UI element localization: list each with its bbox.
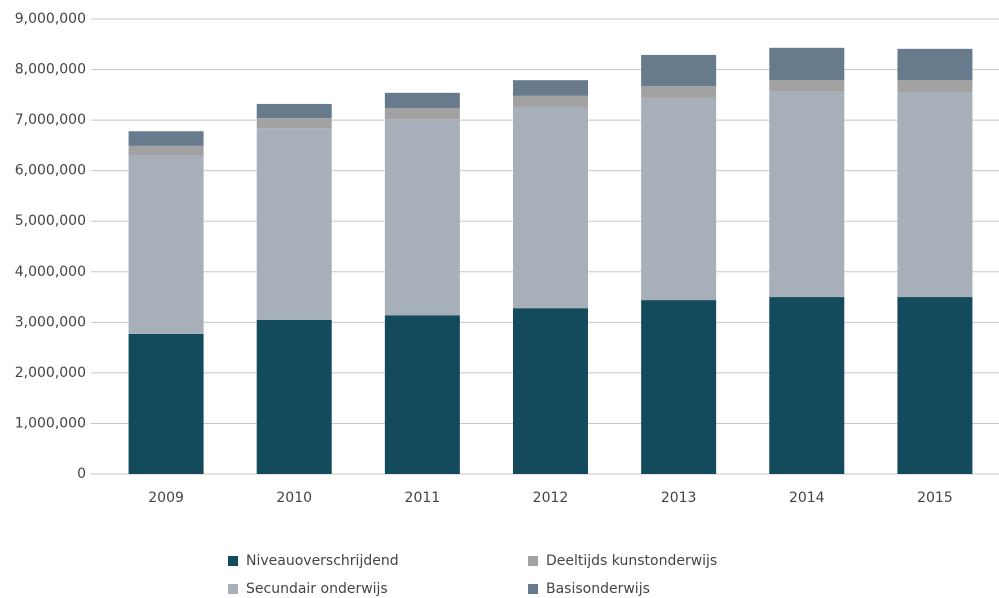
legend-swatch (228, 584, 238, 594)
bar-segment (641, 54, 717, 87)
bar-segment (897, 80, 973, 93)
legend-swatch (528, 556, 538, 566)
x-tick-label: 2011 (405, 490, 441, 506)
bar-segment (384, 119, 460, 316)
bar-segment (128, 145, 204, 155)
bar-segment (256, 128, 332, 320)
y-tick-label: 2,000,000 (15, 365, 86, 381)
bar-segment (384, 92, 460, 108)
x-tick-label: 2014 (789, 490, 825, 506)
bar-segment (897, 297, 973, 474)
bar-segment (384, 107, 460, 120)
bar-segment (641, 86, 717, 98)
y-tick-label: 3,000,000 (15, 314, 86, 330)
y-tick-label: 6,000,000 (15, 163, 86, 179)
bar-segment (769, 91, 845, 298)
bar-segment (256, 118, 332, 129)
bar-segment (769, 47, 845, 81)
x-tick-label: 2009 (148, 490, 184, 506)
bar-segment (513, 95, 588, 107)
legend-swatch (228, 556, 238, 566)
bar-segment (769, 297, 845, 474)
legend-swatch (528, 584, 538, 594)
y-tick-label: 4,000,000 (15, 264, 86, 280)
bar-segment (769, 80, 845, 92)
bar-segment (641, 300, 717, 474)
legend-label: Basisonderwijs (546, 581, 650, 597)
y-tick-label: 9,000,000 (15, 11, 86, 27)
bar-segment (641, 97, 717, 301)
bar-segment (128, 131, 204, 146)
x-tick-label: 2010 (276, 490, 312, 506)
bar-segment (128, 333, 204, 474)
bar-segment (384, 315, 460, 474)
x-tick-label: 2013 (661, 490, 697, 506)
x-tick-label: 2015 (917, 490, 953, 506)
y-tick-label: 1,000,000 (15, 415, 86, 431)
bar-segment (897, 48, 973, 81)
legend-label: Niveauoverschrijdend (246, 553, 399, 569)
bar-segment (128, 154, 204, 334)
legend-label: Deeltijds kunstonderwijs (546, 553, 717, 569)
bar-segment (256, 103, 332, 119)
y-tick-label: 0 (77, 466, 86, 482)
y-tick-label: 7,000,000 (15, 112, 86, 128)
bar-segment (513, 106, 588, 309)
y-tick-label: 8,000,000 (15, 62, 86, 78)
y-tick-label: 5,000,000 (15, 213, 86, 229)
bar-segment (897, 92, 973, 298)
bar-segment (513, 80, 588, 96)
legend-label: Secundair onderwijs (246, 581, 388, 597)
x-tick-label: 2012 (533, 490, 569, 506)
bar-segment (513, 308, 588, 474)
bar-segment (256, 319, 332, 474)
